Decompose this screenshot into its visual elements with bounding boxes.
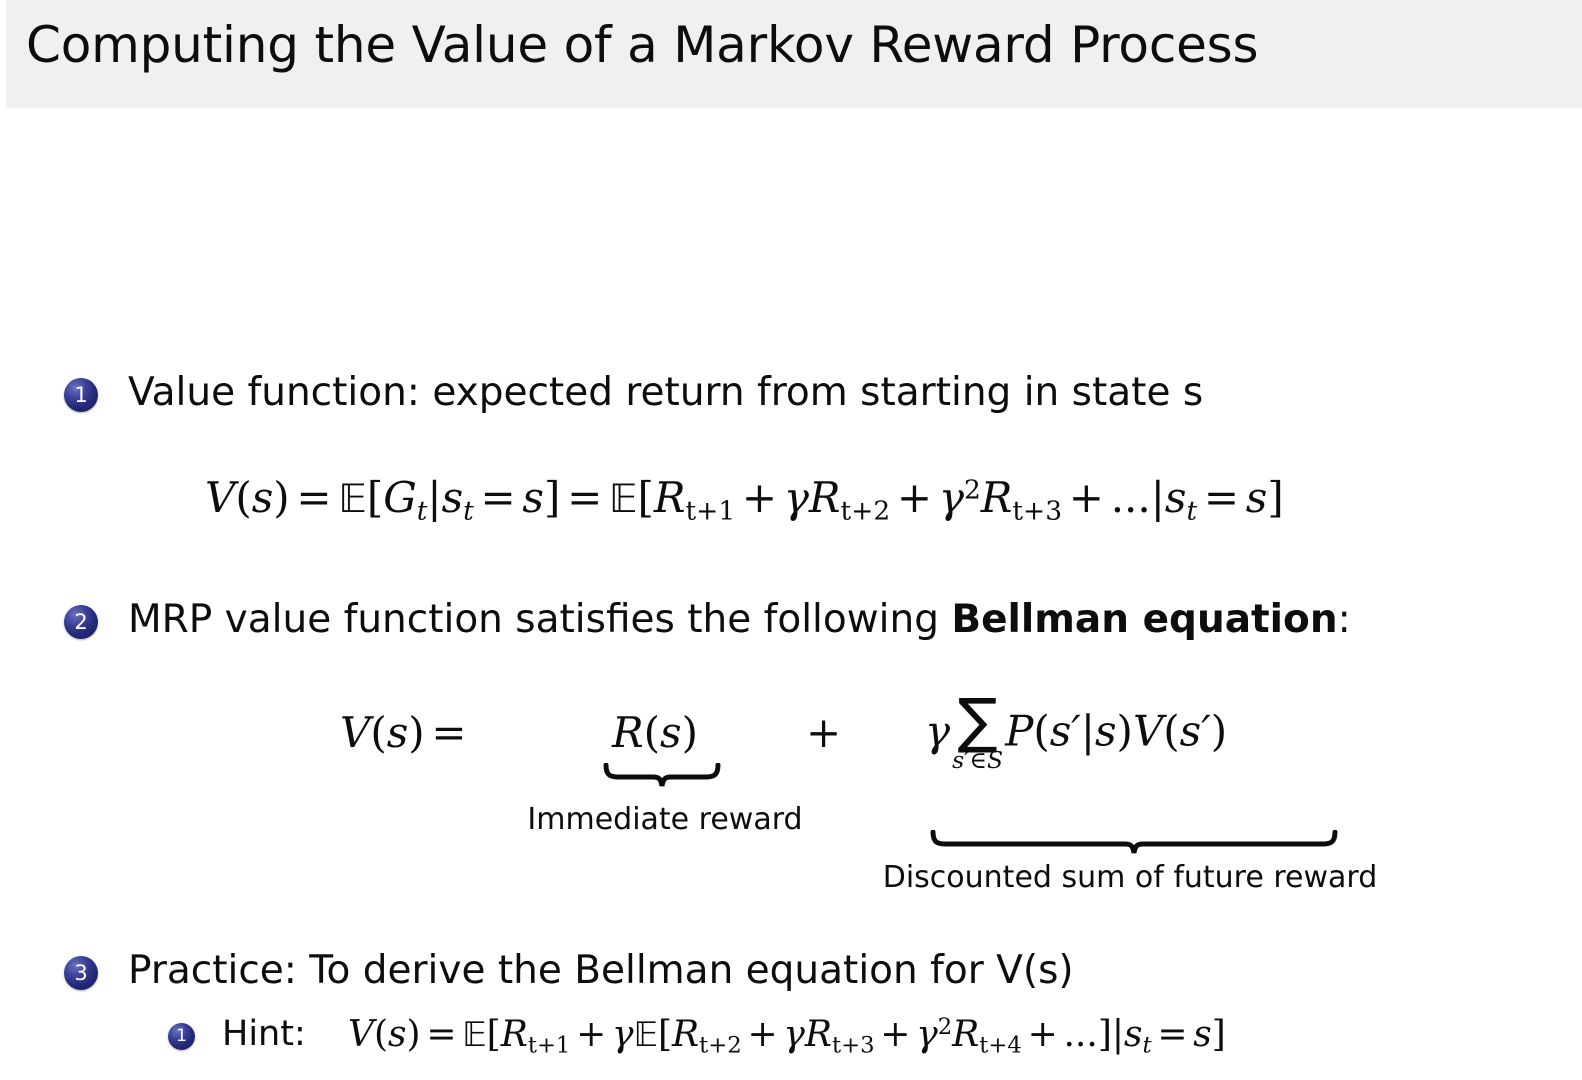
underbrace-discounted-sum bbox=[930, 830, 1338, 856]
bellman-equation-plus-operator: + bbox=[806, 708, 842, 757]
page-title: Computing the Value of a Markov Reward P… bbox=[26, 16, 1259, 74]
bullet-text-2: MRP value function satisfies the followi… bbox=[128, 597, 1351, 642]
header-left-edge bbox=[0, 0, 6, 108]
bullet-text-2-bold: Bellman equation bbox=[951, 597, 1338, 642]
bellman-equation-discounted-sum-term: γ ∑ s′∈S P(s′|s)V(s′) bbox=[925, 687, 1228, 775]
slide-body: 1 Value function: expected return from s… bbox=[0, 108, 1582, 1080]
bullet-marker-2: 2 bbox=[64, 605, 98, 639]
annotation-immediate-reward: Immediate reward bbox=[527, 802, 803, 837]
bellman-equation-immediate-reward-term: R(s) bbox=[612, 708, 698, 757]
bullet-text-2-prefix: MRP value function satisfies the followi… bbox=[128, 597, 952, 642]
bullet-text-3: Practice: To derive the Bellman equation… bbox=[128, 948, 1074, 993]
equation-hint-bellman-derivation: V(s) = 𝔼[Rt+1 + γ𝔼[Rt+2 + γRt+3 + γ2Rt+4 + ...]|st… bbox=[348, 1014, 1226, 1059]
bullet-text-2-suffix: : bbox=[1337, 597, 1351, 642]
bellman-equation-lhs: V(s) = bbox=[340, 708, 467, 757]
bullet-marker-3: 3 bbox=[64, 956, 98, 990]
sub-bullet-marker-3-1: 1 bbox=[168, 1023, 195, 1050]
underbrace-immediate-reward bbox=[603, 763, 721, 789]
bullet-text-1: Value function: expected return from sta… bbox=[128, 370, 1204, 415]
slide-header-band: Computing the Value of a Markov Reward P… bbox=[0, 0, 1582, 108]
equation-value-function: V(s) = 𝔼[Gt|st = s] = 𝔼[Rt+1 + γRt+2 + γ2Rt+3 + ...|… bbox=[205, 473, 1284, 527]
annotation-discounted-sum: Discounted sum of future reward bbox=[882, 860, 1378, 895]
summation-symbol: ∑ s′∈S bbox=[952, 687, 1004, 775]
sub-bullet-text-3-1: Hint: bbox=[222, 1014, 306, 1054]
bullet-marker-1: 1 bbox=[64, 378, 98, 412]
